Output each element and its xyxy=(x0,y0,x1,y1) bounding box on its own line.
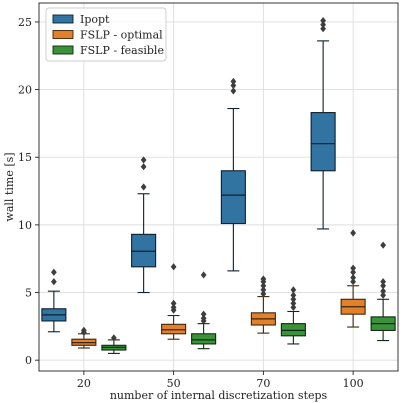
outlier-point xyxy=(290,295,297,303)
box-iqr xyxy=(131,233,157,268)
box-fslp-feasible xyxy=(191,271,217,350)
legend-swatch xyxy=(52,45,74,55)
x-axis-label: number of internal discretization steps xyxy=(110,389,328,402)
outlier-point xyxy=(320,21,327,29)
outlier-point xyxy=(80,326,87,335)
legend-label: FSLP - feasible xyxy=(80,44,164,57)
legend: Ipopt FSLP - optimal FSLP - feasible xyxy=(45,7,167,62)
outlier-point xyxy=(260,290,267,298)
outlier-point xyxy=(290,303,297,312)
outlier-point xyxy=(350,278,357,286)
outlier-point xyxy=(260,282,267,290)
box-fslp-optimal xyxy=(71,326,97,349)
y-tick-label: 10 xyxy=(18,219,32,232)
x-tick-label: 70 xyxy=(256,377,270,390)
outlier-point xyxy=(110,334,117,342)
outlier-point xyxy=(170,263,177,271)
x-tick-label: 20 xyxy=(77,377,91,390)
outlier-point xyxy=(200,271,207,279)
outlier-point xyxy=(380,287,387,295)
y-tick-label: 25 xyxy=(18,16,32,29)
y-tick-label: 15 xyxy=(18,151,32,164)
y-tick-label: 0 xyxy=(25,354,32,367)
outlier-point xyxy=(140,183,147,191)
outlier-point xyxy=(50,278,57,286)
outlier-point xyxy=(380,291,387,299)
box-series xyxy=(41,16,396,354)
box-fslp-feasible xyxy=(370,241,396,342)
outlier-point xyxy=(230,87,237,95)
outlier-point xyxy=(230,81,237,90)
box-iqr xyxy=(310,112,336,172)
box-fslp-optimal xyxy=(340,229,366,328)
outlier-point xyxy=(290,286,297,294)
y-axis-label: wall time [s] xyxy=(3,152,16,221)
outlier-point xyxy=(170,299,177,307)
y-tick-label: 5 xyxy=(25,287,32,300)
outlier-point xyxy=(290,299,297,307)
outlier-point xyxy=(140,156,147,164)
box-iqr xyxy=(191,333,217,345)
x-tick-label: 50 xyxy=(167,377,181,390)
legend-swatch xyxy=(52,30,74,39)
outlier-point xyxy=(350,268,357,276)
legend-swatch xyxy=(52,14,74,24)
x-tick-label: 100 xyxy=(343,377,364,390)
box-ipopt xyxy=(131,156,157,294)
outlier-point xyxy=(350,229,357,237)
outlier-point xyxy=(200,314,207,322)
plot-frame xyxy=(38,2,399,372)
legend-label: Ipopt xyxy=(80,13,110,26)
outlier-point xyxy=(170,303,177,312)
box-fslp-optimal xyxy=(250,275,276,334)
legend-label: FSLP - optimal xyxy=(80,29,163,42)
box-fslp-feasible xyxy=(280,286,306,345)
box-iqr xyxy=(280,323,306,337)
outlier-point xyxy=(320,25,327,33)
outlier-point xyxy=(380,282,387,290)
box-iqr xyxy=(220,170,246,225)
box-ipopt xyxy=(220,77,246,272)
outlier-point xyxy=(260,286,267,294)
outlier-point xyxy=(50,268,57,276)
box-fslp-optimal xyxy=(161,263,187,340)
box-ipopt xyxy=(310,16,336,230)
outlier-point xyxy=(290,291,297,299)
outlier-point xyxy=(350,274,357,282)
box-ipopt xyxy=(41,268,67,333)
axis-ticks: 0 5 10 15 20 25 20 50 70 100 xyxy=(18,16,364,390)
outlier-point xyxy=(260,275,267,283)
box-iqr xyxy=(161,323,187,335)
legend-box xyxy=(45,7,167,62)
outlier-point xyxy=(200,310,207,318)
box-fslp-feasible xyxy=(101,334,127,354)
outlier-point xyxy=(140,163,147,171)
outlier-point xyxy=(350,264,357,272)
outlier-point xyxy=(380,278,387,286)
y-tick-label: 20 xyxy=(18,84,32,97)
outlier-point xyxy=(230,77,237,86)
outlier-point xyxy=(320,16,327,25)
outlier-point xyxy=(380,241,387,249)
